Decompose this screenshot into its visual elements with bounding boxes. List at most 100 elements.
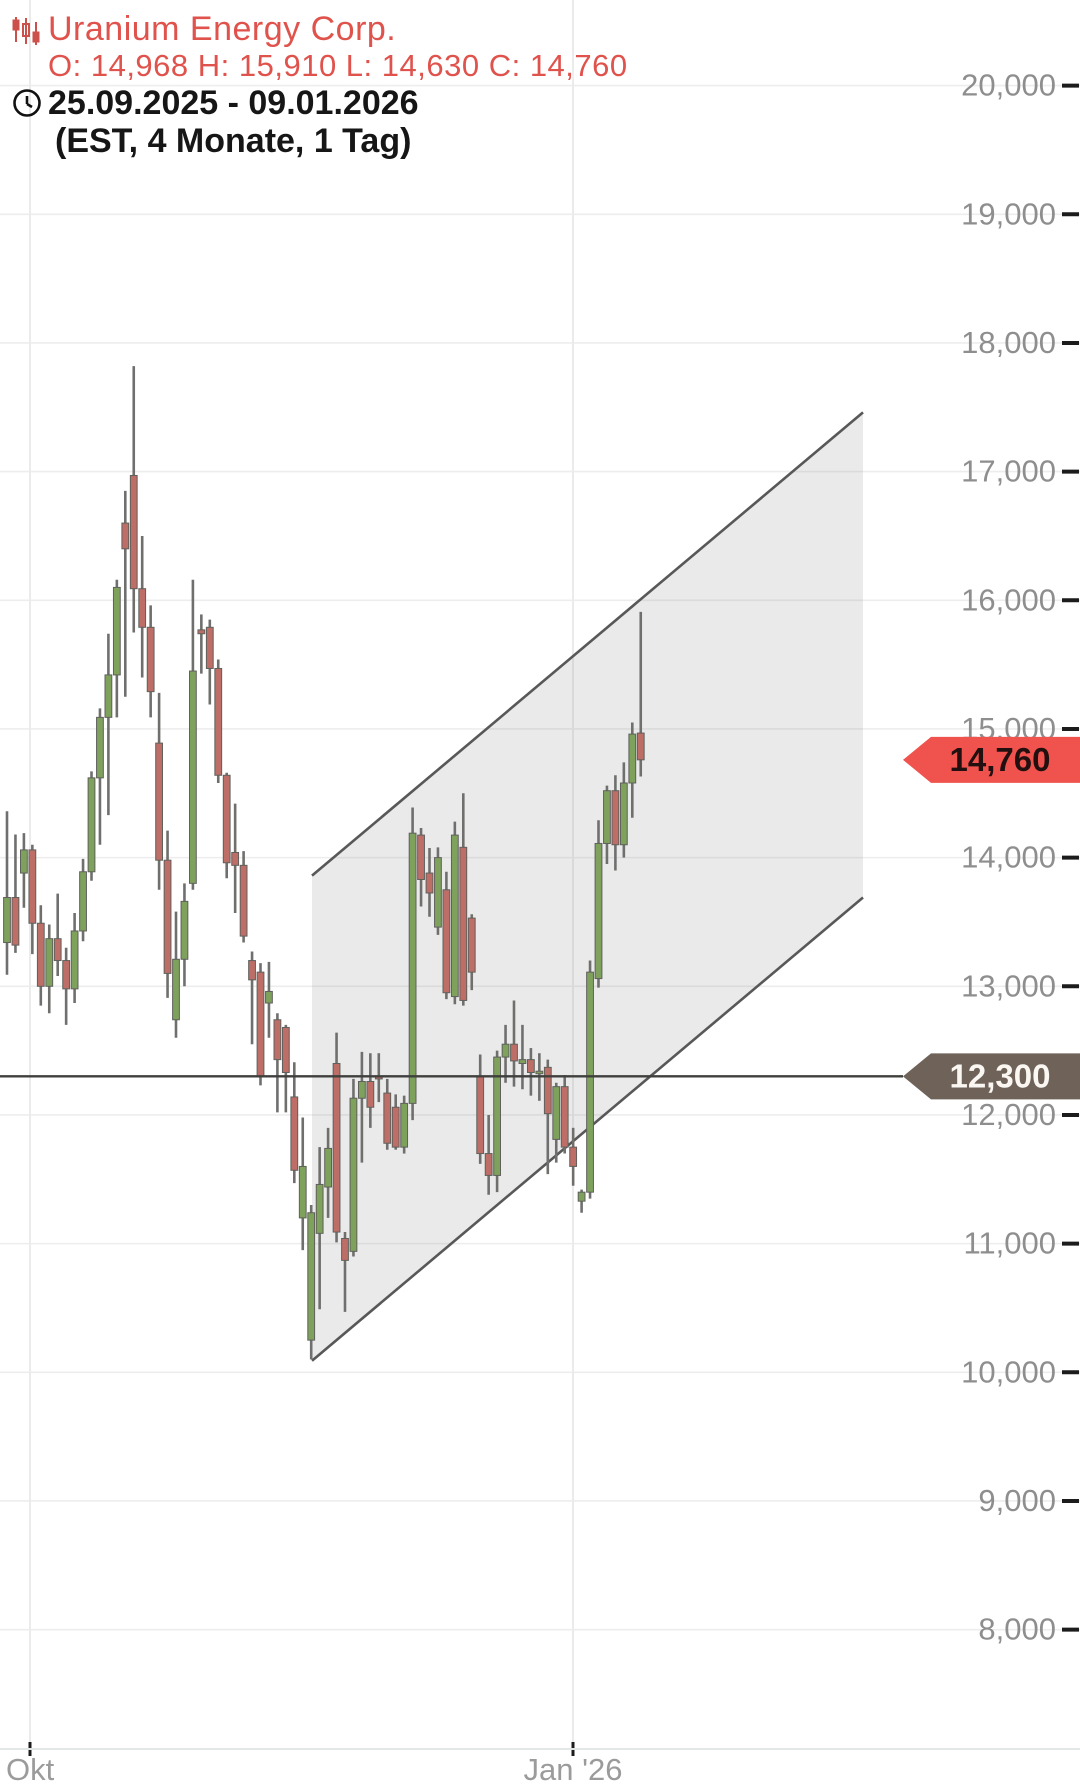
candle[interactable] [307,1205,316,1360]
candle[interactable] [552,1082,561,1163]
candle-body-up [552,1086,561,1140]
candle-body-down [28,849,37,924]
candle[interactable] [70,912,79,1004]
candle[interactable] [619,762,628,858]
price-axis-label[interactable]: 18,000 [961,325,1056,360]
candle[interactable] [180,883,189,987]
price-axis-label[interactable]: 20,000 [961,68,1056,103]
price-axis-label[interactable]: 8,000 [978,1612,1056,1647]
candle[interactable] [222,772,231,879]
candle[interactable] [577,1189,586,1213]
candle[interactable] [510,1000,518,1087]
candle[interactable] [501,1024,510,1083]
candle-body-up [112,586,121,676]
candle[interactable] [248,951,256,1045]
candle[interactable] [391,1094,400,1150]
last-price-tag[interactable] [903,736,1080,783]
candle[interactable] [146,605,155,718]
candle[interactable] [603,785,611,865]
candle[interactable] [104,633,113,816]
channel-upper-line[interactable] [311,411,864,877]
candle[interactable] [172,911,180,1038]
candle[interactable] [315,1147,324,1310]
candle[interactable] [569,1127,578,1186]
candle[interactable] [239,851,248,943]
candle[interactable] [79,858,87,942]
price-axis-label[interactable]: 11,000 [963,1226,1056,1261]
candle[interactable] [383,1078,392,1150]
candle[interactable] [493,1050,502,1193]
candle[interactable] [543,1059,552,1175]
candle[interactable] [611,775,620,871]
price-axis-label[interactable]: 12,000 [961,1097,1056,1132]
candle[interactable] [62,947,71,1025]
trend-channel[interactable] [312,412,863,1361]
candle-body-up [79,871,87,932]
candle[interactable] [121,490,130,697]
candle[interactable] [205,619,214,705]
price-axis-label[interactable]: 17,000 [961,454,1056,489]
candle[interactable] [459,793,468,1006]
candle[interactable] [636,611,645,777]
candle[interactable] [256,963,265,1086]
candle[interactable] [138,535,147,678]
candle-body-up [3,897,11,944]
candle[interactable] [366,1053,375,1128]
candle[interactable] [417,828,425,907]
candle[interactable] [518,1024,527,1090]
price-axis-label[interactable]: 14,000 [961,840,1056,875]
candle[interactable] [20,833,28,908]
price-axis-label[interactable]: 19,000 [961,196,1056,231]
candle[interactable] [628,722,637,818]
candle[interactable] [298,1117,307,1251]
candle[interactable] [586,960,594,1199]
candle[interactable] [273,1013,282,1113]
candle[interactable] [96,708,104,845]
candle-body-down [459,846,468,1001]
candle[interactable] [197,614,206,674]
candle[interactable] [189,579,197,890]
candle[interactable] [425,847,434,917]
price-axis-label[interactable]: 16,000 [961,582,1056,617]
candle[interactable] [36,905,45,1006]
candle[interactable] [155,692,163,890]
candle[interactable] [467,914,476,991]
candle[interactable] [358,1051,366,1163]
candle[interactable] [527,1048,535,1096]
candle[interactable] [214,659,223,783]
candle[interactable] [560,1075,569,1154]
candle[interactable] [3,811,11,975]
candle[interactable] [87,771,96,881]
candle[interactable] [45,924,54,1014]
candle[interactable] [349,1078,358,1257]
candle[interactable] [434,847,442,935]
alert-price-tag[interactable] [903,1053,1080,1100]
candle[interactable] [28,844,37,955]
candle[interactable] [129,366,138,633]
candle[interactable] [341,1232,349,1312]
candle[interactable] [332,1032,341,1243]
price-axis-label[interactable]: 10,000 [961,1354,1056,1389]
candle[interactable] [400,1095,409,1154]
candle[interactable] [11,834,20,953]
candle[interactable] [53,893,62,976]
candle[interactable] [442,871,451,1000]
price-axis-label[interactable]: 9,000 [978,1483,1056,1518]
price-axis-label[interactable]: 13,000 [961,968,1056,1003]
symbol-title[interactable]: Uranium Energy Corp. [48,10,397,48]
candle[interactable] [290,1062,299,1184]
candle[interactable] [112,579,121,718]
candle[interactable] [231,803,240,913]
candle[interactable] [450,821,459,1005]
candle[interactable] [594,820,603,988]
candle[interactable] [281,1024,290,1113]
candle[interactable] [163,830,172,998]
candle[interactable] [324,1127,333,1218]
candle[interactable] [265,961,273,1038]
candle[interactable] [484,1114,493,1195]
interval-note: (EST, 4 Monate, 1 Tag) [55,122,412,160]
candle-body-down [467,917,476,973]
candle[interactable] [408,807,417,1121]
